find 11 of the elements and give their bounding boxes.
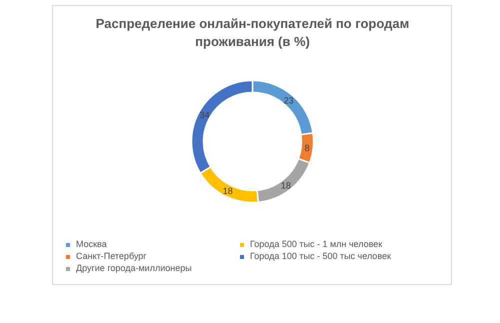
- data-label: 18: [222, 186, 233, 196]
- legend-label: Санкт-Петербург: [76, 251, 148, 261]
- legend-label: Другие города-миллионеры: [76, 263, 193, 273]
- legend-label: Москва: [76, 239, 108, 249]
- data-label: 18: [280, 180, 291, 191]
- legend-label: Города 500 тыс - 1 млн человек: [250, 239, 384, 249]
- legend-label: Города 100 тыс - 500 тыс человек: [250, 251, 392, 261]
- data-label: 34: [200, 110, 210, 120]
- data-label: 23: [284, 95, 294, 106]
- data-label: 8: [304, 142, 310, 153]
- chart-title: Распределение онлайн-покупателей по городам проживания (в %): [96, 16, 410, 49]
